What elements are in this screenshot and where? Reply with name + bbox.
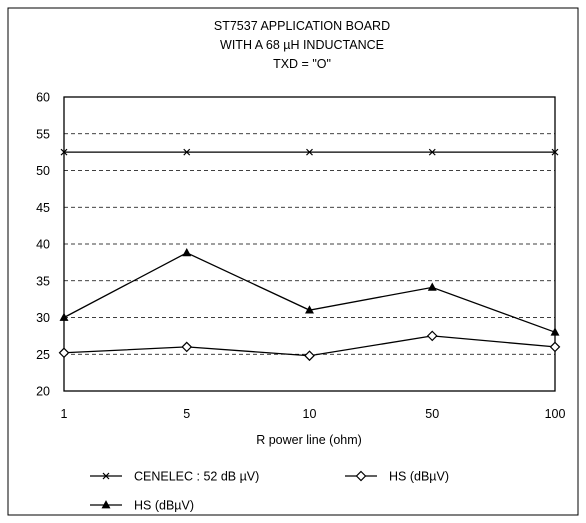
data-point (549, 341, 561, 353)
y-tick-label: 45 (36, 201, 50, 215)
y-tick-label: 60 (36, 91, 50, 105)
y-tick-label: 35 (36, 274, 50, 288)
series-triangle (59, 247, 560, 336)
data-point (59, 312, 69, 321)
data-point (551, 148, 559, 156)
x-tick-label: 100 (545, 407, 566, 421)
legend-item: CENELEC : 52 dB µV) (90, 470, 259, 484)
legend-item: HS (dBµV) (90, 499, 194, 513)
y-tick-label: 25 (36, 348, 50, 362)
gridlines (64, 133, 555, 355)
x-tick-label: 10 (303, 407, 317, 421)
x-axis-label: R power line (ohm) (256, 433, 362, 447)
chart-border (7, 7, 579, 516)
y-tick-label: 30 (36, 311, 50, 325)
data-point (60, 148, 68, 156)
series-layer (58, 148, 561, 362)
x-tick-label: 1 (61, 407, 68, 421)
data-point (305, 305, 314, 314)
series-x (60, 148, 559, 156)
y-axis-ticks: 20 25 30 35 40 45 50 55 60 (36, 91, 50, 399)
data-point (183, 148, 191, 156)
data-point (426, 330, 438, 342)
data-point (304, 350, 315, 362)
legend: CENELEC : 52 dB µV) HS (dBµV) HS (dBµV) (90, 470, 449, 513)
data-point (355, 470, 367, 482)
x-axis-ticks: 1 5 10 50 100 (61, 407, 566, 421)
title-line: WITH A 68 µH INDUCTANCE (220, 38, 384, 52)
legend-label: CENELEC : 52 dB µV) (134, 470, 259, 484)
y-tick-label: 50 (36, 164, 50, 178)
data-point (427, 282, 437, 291)
y-tick-label: 55 (36, 127, 50, 141)
y-tick-label: 20 (36, 385, 50, 399)
legend-label: HS (dBµV) (389, 470, 449, 484)
x-tick-label: 50 (425, 407, 439, 421)
y-tick-label: 40 (36, 238, 50, 252)
chart-title: ST7537 APPLICATION BOARD WITH A 68 µH IND… (214, 19, 390, 71)
series-diamond (58, 330, 561, 362)
x-tick-label: 5 (183, 407, 190, 421)
data-point (101, 500, 111, 509)
title-line: TXD = "O" (273, 57, 331, 71)
data-point (306, 148, 313, 156)
title-line: ST7537 APPLICATION BOARD (214, 19, 390, 33)
data-point (102, 472, 110, 480)
data-point (550, 327, 560, 336)
data-point (181, 341, 193, 353)
legend-item: HS (dBµV) (345, 470, 449, 484)
data-point (58, 347, 70, 359)
legend-label: HS (dBµV) (134, 499, 194, 513)
data-point (182, 247, 192, 257)
data-point (428, 148, 436, 156)
